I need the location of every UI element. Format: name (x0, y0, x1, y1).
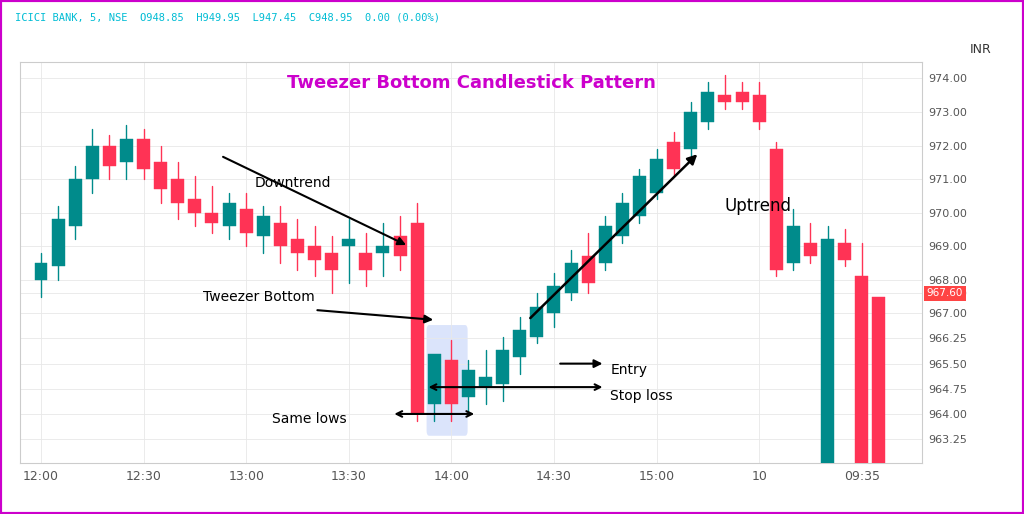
Text: Downtrend: Downtrend (255, 176, 331, 190)
Bar (69, 179, 82, 226)
Bar (497, 350, 509, 384)
Bar (377, 246, 389, 253)
Bar (51, 219, 65, 266)
Bar (701, 92, 715, 122)
Bar (719, 95, 731, 102)
Bar (411, 223, 424, 414)
Bar (855, 277, 868, 514)
Text: Tweezer Bottom Candlestick Pattern: Tweezer Bottom Candlestick Pattern (287, 74, 655, 91)
Bar (650, 159, 664, 193)
Bar (171, 179, 184, 203)
Bar (393, 236, 407, 256)
Bar (839, 243, 851, 260)
Bar (821, 240, 835, 514)
Bar (120, 139, 133, 162)
Bar (513, 330, 526, 357)
Text: Uptrend: Uptrend (725, 197, 792, 215)
Bar (444, 360, 458, 404)
Text: ICICI BANK, 5, NSE  O948.85  H949.95  L947.45  C948.95  0.00 (0.00%): ICICI BANK, 5, NSE O948.85 H949.95 L947.… (15, 13, 440, 23)
Bar (428, 354, 440, 404)
Bar (668, 142, 680, 169)
Bar (633, 176, 646, 216)
Bar (86, 145, 98, 179)
Bar (462, 371, 475, 397)
Bar (615, 203, 629, 236)
Bar (137, 139, 151, 169)
Bar (155, 162, 167, 189)
Bar (102, 145, 116, 166)
Bar (291, 240, 304, 253)
Bar (206, 213, 218, 223)
Text: Same lows: Same lows (271, 412, 346, 426)
Bar (359, 253, 373, 270)
Bar (564, 263, 578, 293)
Bar (770, 149, 782, 270)
Bar (804, 243, 817, 256)
Text: Entry: Entry (610, 363, 647, 377)
Bar (599, 226, 611, 263)
Text: Stop loss: Stop loss (610, 389, 673, 402)
Bar (35, 263, 47, 280)
Text: Tweezer Bottom: Tweezer Bottom (204, 289, 315, 304)
Bar (342, 240, 355, 246)
Bar (188, 199, 202, 213)
Bar (273, 223, 287, 246)
Bar (326, 253, 338, 270)
Bar (530, 306, 544, 337)
Text: 967.60: 967.60 (927, 288, 964, 298)
Bar (786, 226, 800, 263)
Bar (735, 92, 749, 102)
Bar (222, 203, 236, 226)
Bar (308, 246, 322, 260)
Bar (257, 216, 269, 236)
Bar (872, 297, 886, 514)
Bar (753, 95, 766, 122)
Bar (582, 256, 595, 283)
Text: INR: INR (970, 43, 991, 56)
Bar (548, 286, 560, 314)
Bar (684, 112, 697, 149)
Bar (240, 209, 253, 233)
FancyBboxPatch shape (427, 325, 468, 436)
Bar (479, 377, 493, 387)
